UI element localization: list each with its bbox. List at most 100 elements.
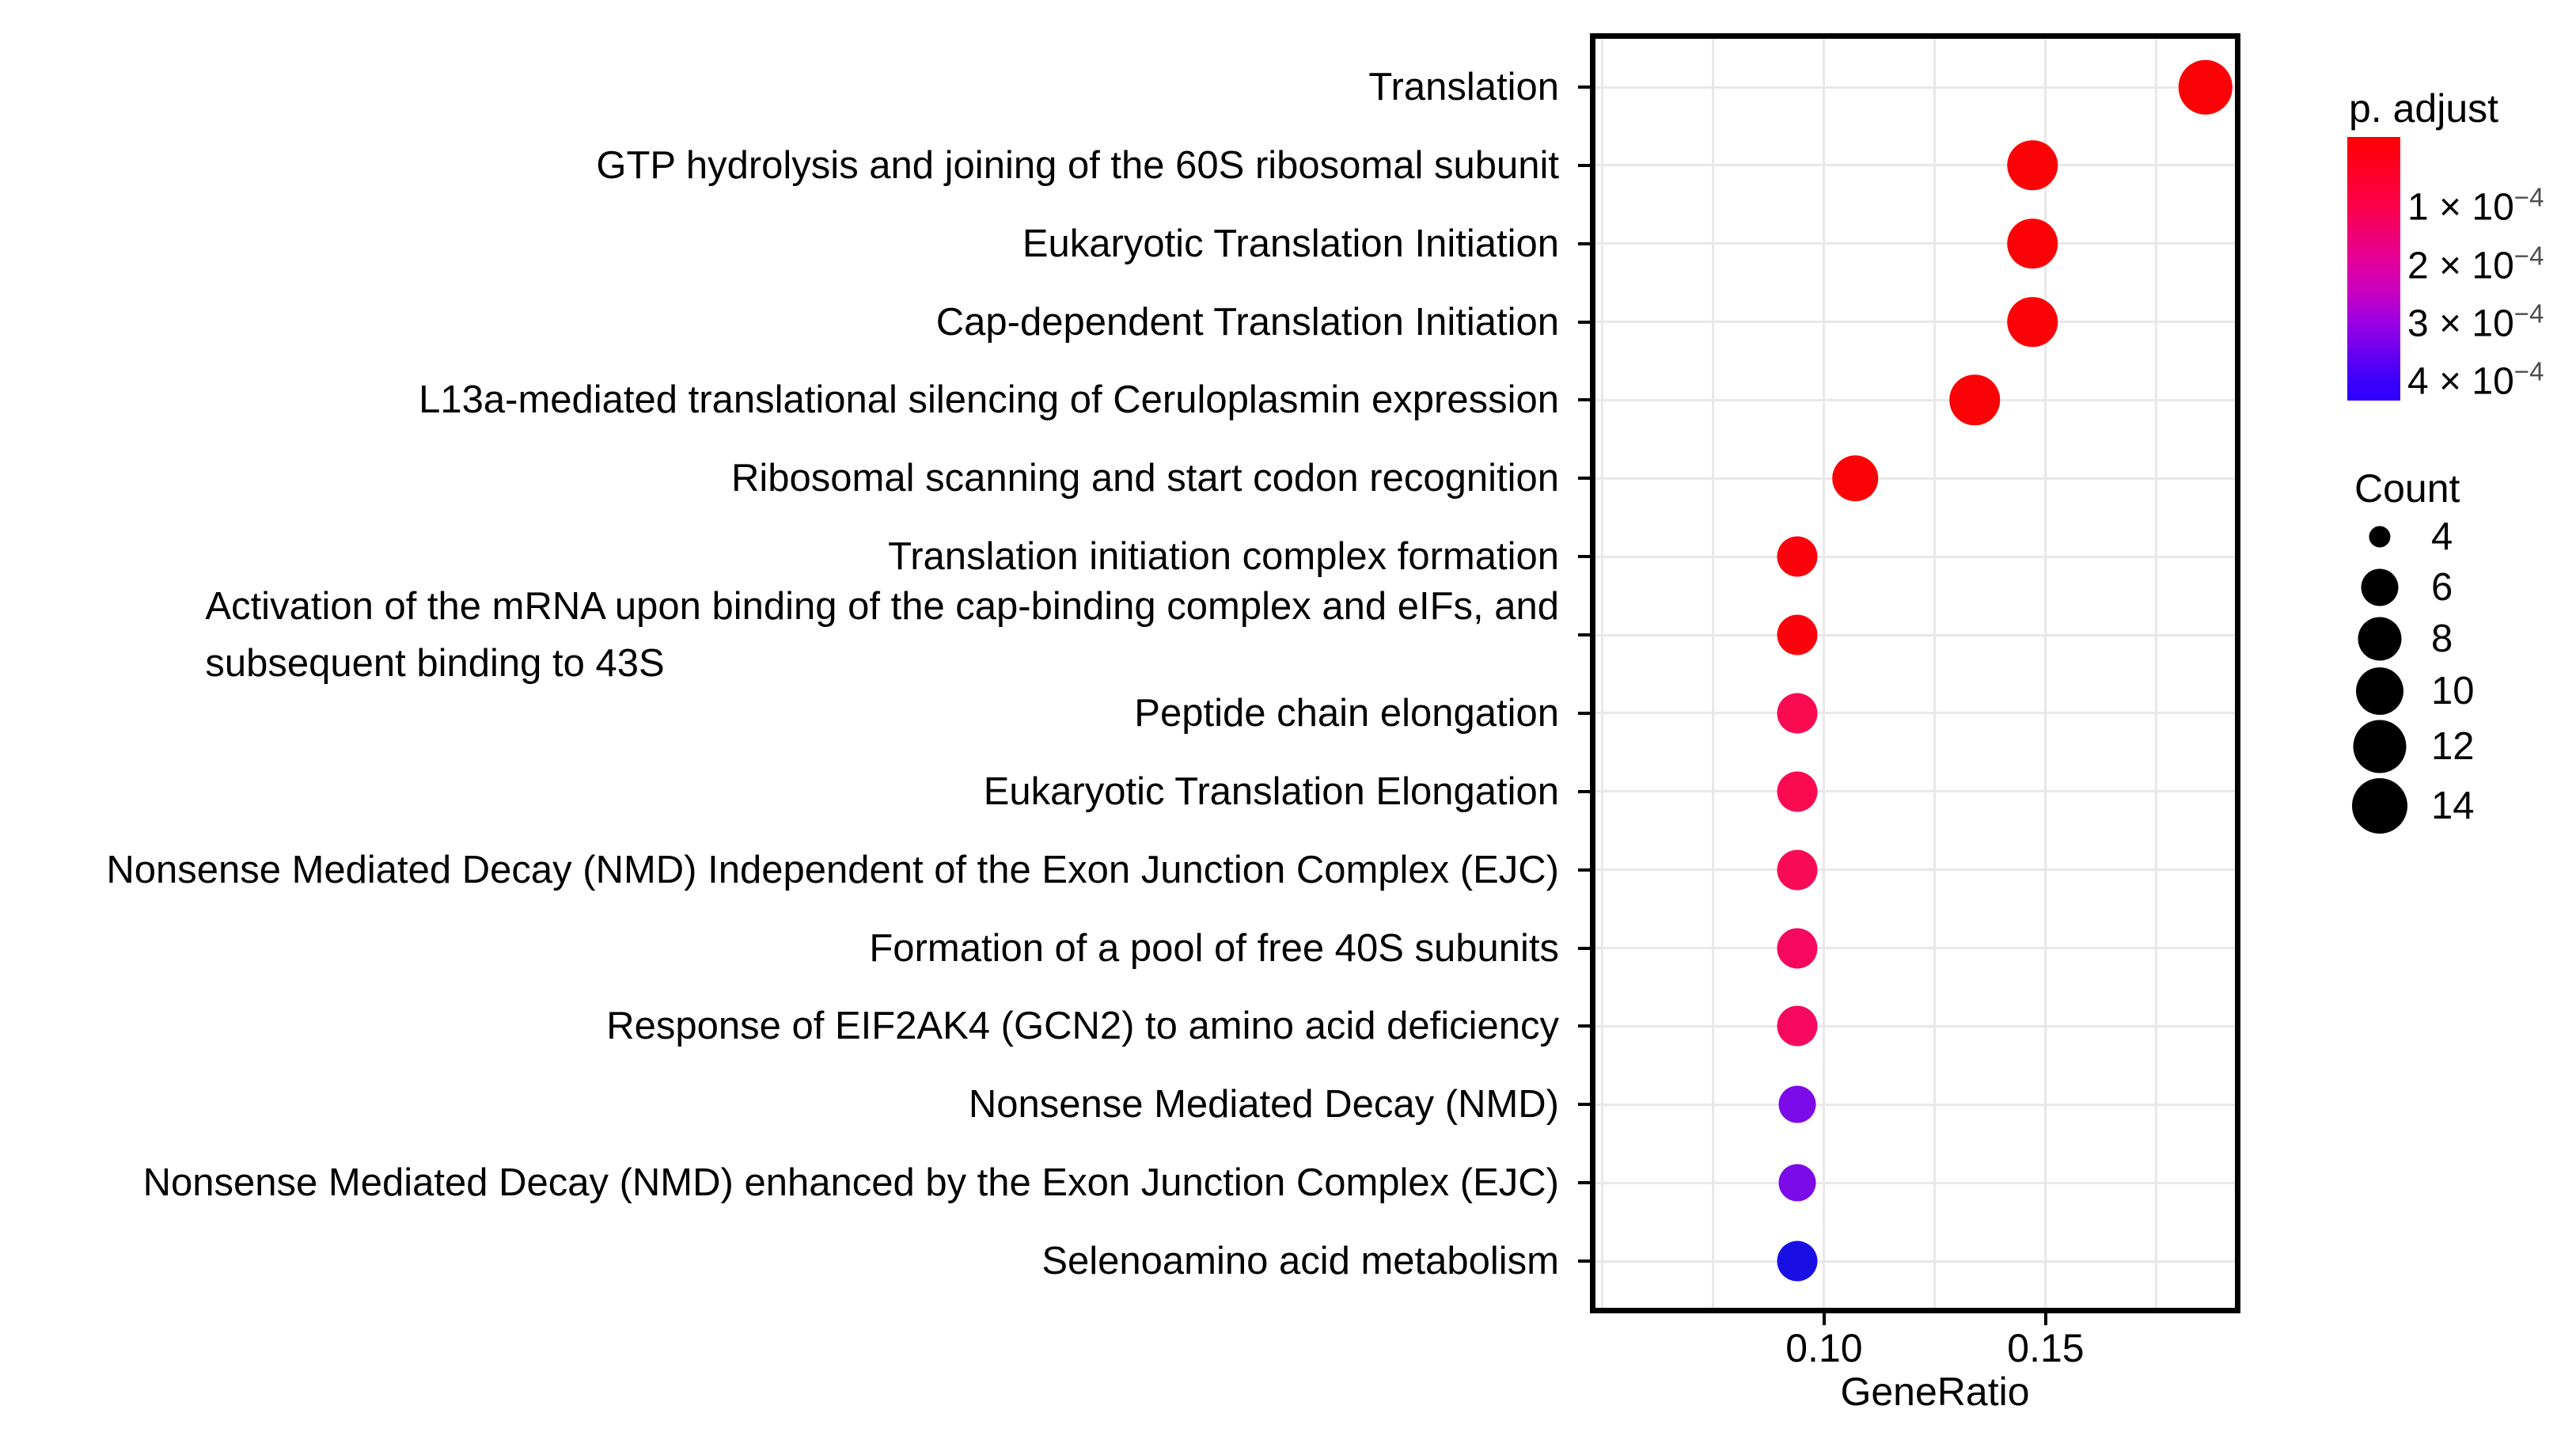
pathway-dot: [1777, 536, 1818, 577]
x-axis-tick: [2043, 1313, 2047, 1325]
horizontal-gridline: [1594, 555, 2236, 558]
y-axis-label: Nonsense Mediated Decay (NMD) enhanced b…: [142, 1161, 1559, 1205]
padjust-tick-exponent: −4: [2513, 182, 2544, 212]
horizontal-gridline: [1594, 633, 2236, 636]
y-axis-tick: [1578, 241, 1590, 245]
count-legend-label: 6: [2431, 566, 2453, 609]
pathway-dot: [2007, 296, 2058, 348]
y-axis-tick: [1578, 789, 1590, 793]
y-axis-label: Eukaryotic Translation Initiation: [1022, 222, 1559, 265]
y-axis-tick: [1578, 477, 1590, 481]
horizontal-gridline: [1594, 947, 2236, 950]
y-axis-label: Translation initiation complex formation: [888, 535, 1559, 579]
y-axis-label: Activation of the mRNA upon binding of t…: [205, 585, 1559, 686]
pathway-dot: [1949, 374, 2001, 426]
horizontal-gridline: [1594, 1103, 2236, 1106]
pathway-dot: [1777, 614, 1818, 655]
y-axis-tick: [1578, 398, 1590, 402]
vertical-gridline: [1823, 37, 1826, 1309]
padjust-tick-exponent: −4: [2513, 241, 2544, 270]
count-legend-dot: [2369, 526, 2391, 548]
padjust-tick-exponent: −4: [2513, 298, 2544, 329]
count-legend-label: 8: [2431, 617, 2453, 660]
pathway-dot: [1778, 1164, 1816, 1202]
y-axis-tick: [1578, 1260, 1590, 1263]
y-axis-label: Nonsense Mediated Decay (NMD) Independen…: [106, 848, 1559, 891]
horizontal-gridline: [1594, 790, 2236, 793]
y-axis-tick: [1578, 711, 1590, 715]
y-axis-tick: [1578, 633, 1590, 637]
y-axis-tick: [1578, 946, 1590, 950]
horizontal-gridline: [1594, 1024, 2236, 1028]
legend-count-title: Count: [2354, 466, 2460, 511]
horizontal-gridline: [1594, 712, 2236, 715]
y-axis-label: L13a-mediated translational silencing of…: [419, 378, 1559, 422]
vertical-gridline: [1933, 37, 1937, 1309]
padjust-tick-base: 1 × 10: [2407, 186, 2514, 229]
vertical-gridline: [1712, 37, 1715, 1309]
y-axis-tick: [1578, 85, 1590, 89]
plot-panel-background: [1590, 33, 2240, 1313]
pathway-dot: [2178, 59, 2233, 115]
pathway-dot: [2007, 218, 2058, 269]
y-axis-label: Cap-dependent Translation Initiation: [935, 300, 1559, 344]
y-axis-tick: [1578, 1181, 1590, 1185]
y-axis-tick: [1578, 868, 1590, 872]
count-legend-label: 4: [2431, 515, 2453, 558]
y-axis-label: Formation of a pool of free 40S subunits: [869, 926, 1559, 970]
count-legend-label: 14: [2431, 785, 2475, 827]
padjust-colorbar: [2347, 137, 2400, 401]
x-axis-title: GeneRatio: [1840, 1370, 2030, 1414]
vertical-gridline: [2044, 37, 2047, 1309]
count-legend-label: 10: [2431, 670, 2475, 712]
y-axis-tick: [1578, 163, 1590, 167]
count-legend-label: 12: [2431, 725, 2475, 768]
y-axis-tick: [1578, 1024, 1590, 1028]
padjust-tick-base: 3 × 10: [2407, 302, 2514, 345]
pathway-dot: [1777, 849, 1818, 891]
y-axis-tick: [1578, 320, 1590, 324]
y-axis-tick: [1578, 555, 1590, 559]
count-legend-dot: [2356, 667, 2403, 715]
padjust-tick-label: 3 × 10−4: [2407, 299, 2544, 346]
horizontal-gridline: [1594, 85, 2236, 89]
padjust-tick-label: 4 × 10−4: [2407, 357, 2544, 404]
horizontal-gridline: [1594, 242, 2236, 245]
count-legend-dot: [2361, 568, 2399, 606]
padjust-tick-label: 1 × 10−4: [2407, 182, 2544, 229]
horizontal-gridline: [1594, 398, 2236, 401]
horizontal-gridline: [1594, 477, 2236, 480]
padjust-tick-base: 2 × 10: [2407, 245, 2514, 287]
padjust-tick-base: 4 × 10: [2407, 360, 2514, 403]
y-axis-tick: [1578, 1103, 1590, 1107]
x-axis-tick: [1822, 1313, 1826, 1325]
pathway-dot: [1777, 928, 1818, 969]
horizontal-gridline: [1594, 164, 2236, 167]
y-axis-label: Response of EIF2AK4 (GCN2) to amino acid…: [606, 1005, 1559, 1048]
pathway-dot: [1778, 1085, 1816, 1123]
horizontal-gridline: [1594, 1260, 2236, 1263]
count-legend-dot: [2353, 720, 2407, 773]
y-axis-label: Ribosomal scanning and start codon recog…: [731, 457, 1559, 500]
y-axis-label: GTP hydrolysis and joining of the 60S ri…: [596, 143, 1559, 187]
y-axis-label: Nonsense Mediated Decay (NMD): [968, 1083, 1559, 1127]
pathway-dot: [1832, 455, 1878, 502]
pathway-dot: [1777, 693, 1818, 734]
count-legend-dot: [2352, 778, 2407, 834]
x-tick-label: 0.10: [1785, 1326, 1863, 1370]
vertical-gridline: [2155, 37, 2158, 1309]
pathway-dot: [2007, 140, 2058, 191]
count-legend-dot: [2358, 617, 2402, 661]
horizontal-gridline: [1594, 868, 2236, 872]
vertical-gridline: [1601, 37, 1604, 1309]
legend-padjust-title: p. adjust: [2349, 86, 2499, 131]
horizontal-gridline: [1594, 1181, 2236, 1184]
padjust-tick-label: 2 × 10−4: [2407, 241, 2544, 287]
y-axis-label: Selenoamino acid metabolism: [1041, 1240, 1559, 1283]
y-axis-label: Translation: [1368, 66, 1559, 108]
pathway-dot: [1777, 1005, 1818, 1047]
y-axis-label: Eukaryotic Translation Elongation: [983, 769, 1559, 813]
padjust-tick-exponent: −4: [2513, 356, 2544, 386]
horizontal-gridline: [1594, 321, 2236, 324]
